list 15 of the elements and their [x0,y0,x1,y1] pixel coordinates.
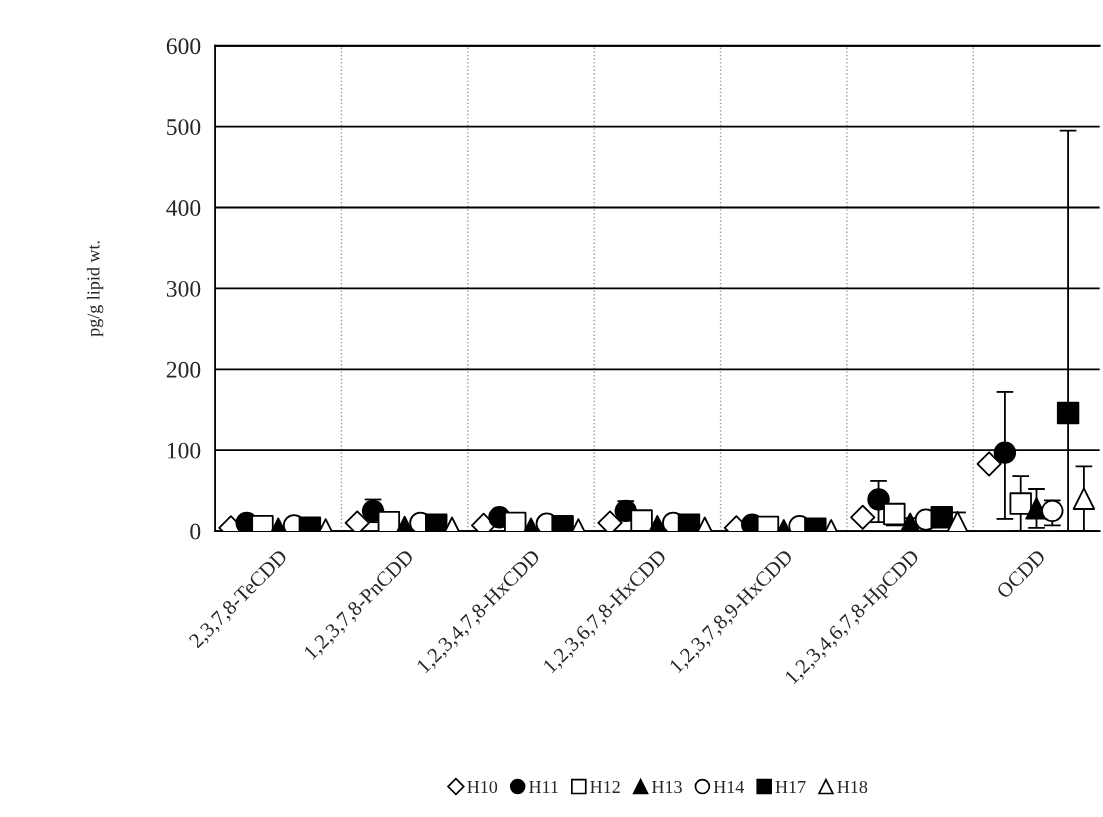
legend-label: H18 [837,780,868,794]
y-tick-label: 400 [166,200,201,216]
y-tick-label: 500 [167,119,201,136]
y-tick-label: 200 [166,361,201,378]
legend-label: H10 [467,780,498,794]
y-tick-label: 100 [167,442,201,459]
legend-label: H12 [590,780,620,793]
y-axis-title: pg/g lipid wt. [86,241,104,337]
y-tick-label: 0 [190,523,201,540]
legend-label: H17 [775,780,806,793]
legend-label: H11 [529,780,558,793]
legend-label: H14 [713,780,745,793]
legend-label: H13 [651,780,682,794]
y-tick-label: 300 [166,280,201,297]
y-tick-label: 600 [166,38,201,55]
